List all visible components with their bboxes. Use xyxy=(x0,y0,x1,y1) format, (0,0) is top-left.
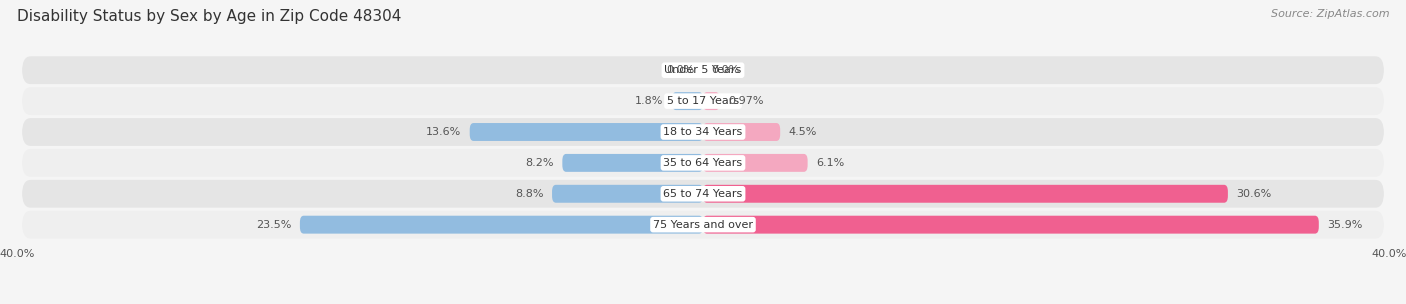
FancyBboxPatch shape xyxy=(470,123,703,141)
Text: 35.9%: 35.9% xyxy=(1327,220,1362,230)
FancyBboxPatch shape xyxy=(703,123,780,141)
Text: 8.8%: 8.8% xyxy=(515,189,544,199)
Text: 1.8%: 1.8% xyxy=(636,96,664,106)
Text: 0.97%: 0.97% xyxy=(728,96,763,106)
FancyBboxPatch shape xyxy=(299,216,703,233)
Text: 18 to 34 Years: 18 to 34 Years xyxy=(664,127,742,137)
Text: 75 Years and over: 75 Years and over xyxy=(652,220,754,230)
Text: 0.0%: 0.0% xyxy=(666,65,695,75)
FancyBboxPatch shape xyxy=(703,92,720,110)
FancyBboxPatch shape xyxy=(22,180,1384,208)
Text: 35 to 64 Years: 35 to 64 Years xyxy=(664,158,742,168)
FancyBboxPatch shape xyxy=(553,185,703,203)
Text: 65 to 74 Years: 65 to 74 Years xyxy=(664,189,742,199)
FancyBboxPatch shape xyxy=(22,56,1384,84)
Text: 6.1%: 6.1% xyxy=(817,158,845,168)
Text: 30.6%: 30.6% xyxy=(1236,189,1271,199)
Text: 4.5%: 4.5% xyxy=(789,127,817,137)
FancyBboxPatch shape xyxy=(22,149,1384,177)
FancyBboxPatch shape xyxy=(703,216,1319,233)
Text: Disability Status by Sex by Age in Zip Code 48304: Disability Status by Sex by Age in Zip C… xyxy=(17,9,401,24)
FancyBboxPatch shape xyxy=(562,154,703,172)
Text: 8.2%: 8.2% xyxy=(526,158,554,168)
Text: 23.5%: 23.5% xyxy=(256,220,291,230)
Text: 13.6%: 13.6% xyxy=(426,127,461,137)
FancyBboxPatch shape xyxy=(22,118,1384,146)
FancyBboxPatch shape xyxy=(703,185,1227,203)
FancyBboxPatch shape xyxy=(703,154,807,172)
Text: Under 5 Years: Under 5 Years xyxy=(665,65,741,75)
FancyBboxPatch shape xyxy=(22,211,1384,239)
FancyBboxPatch shape xyxy=(672,92,703,110)
Text: Source: ZipAtlas.com: Source: ZipAtlas.com xyxy=(1271,9,1389,19)
Text: 0.0%: 0.0% xyxy=(711,65,740,75)
FancyBboxPatch shape xyxy=(22,87,1384,115)
Text: 5 to 17 Years: 5 to 17 Years xyxy=(666,96,740,106)
